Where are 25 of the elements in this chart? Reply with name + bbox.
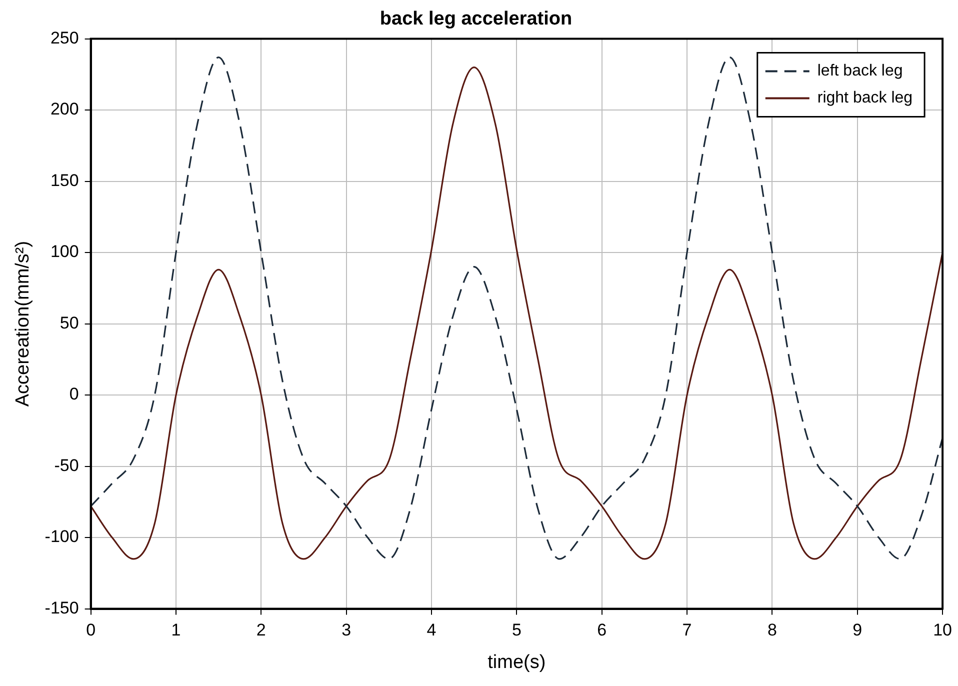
y-tick-label: 150: [50, 170, 79, 190]
y-tick-label: 0: [69, 384, 79, 404]
x-tick-label: 2: [256, 620, 266, 640]
x-tick-label: 3: [342, 620, 352, 640]
x-tick-label: 1: [171, 620, 181, 640]
x-tick-label: 4: [426, 620, 436, 640]
x-tick-label: 9: [852, 620, 862, 640]
chart-title: back leg acceleration: [380, 8, 572, 30]
y-tick-label: 50: [60, 313, 79, 332]
y-tick-label: 250: [50, 28, 79, 48]
y-tick-label: -150: [44, 598, 79, 618]
x-tick-label: 0: [86, 620, 96, 640]
x-tick-label: 5: [512, 620, 522, 640]
x-tick-label: 6: [597, 620, 607, 640]
y-tick-label: 200: [50, 100, 79, 119]
x-axis-title: time(s): [488, 652, 546, 673]
y-tick-label: 100: [50, 242, 79, 262]
x-tick-label: 8: [767, 620, 777, 640]
legend-label: right back leg: [817, 90, 913, 107]
x-tick-label: 10: [933, 620, 952, 640]
legend-label: left back leg: [817, 62, 903, 80]
y-tick-label: -100: [44, 527, 79, 546]
x-tick-label: 7: [682, 620, 692, 640]
y-axis-title: Accereation(mm/s²): [12, 240, 34, 407]
y-tick-label: -50: [54, 456, 79, 475]
